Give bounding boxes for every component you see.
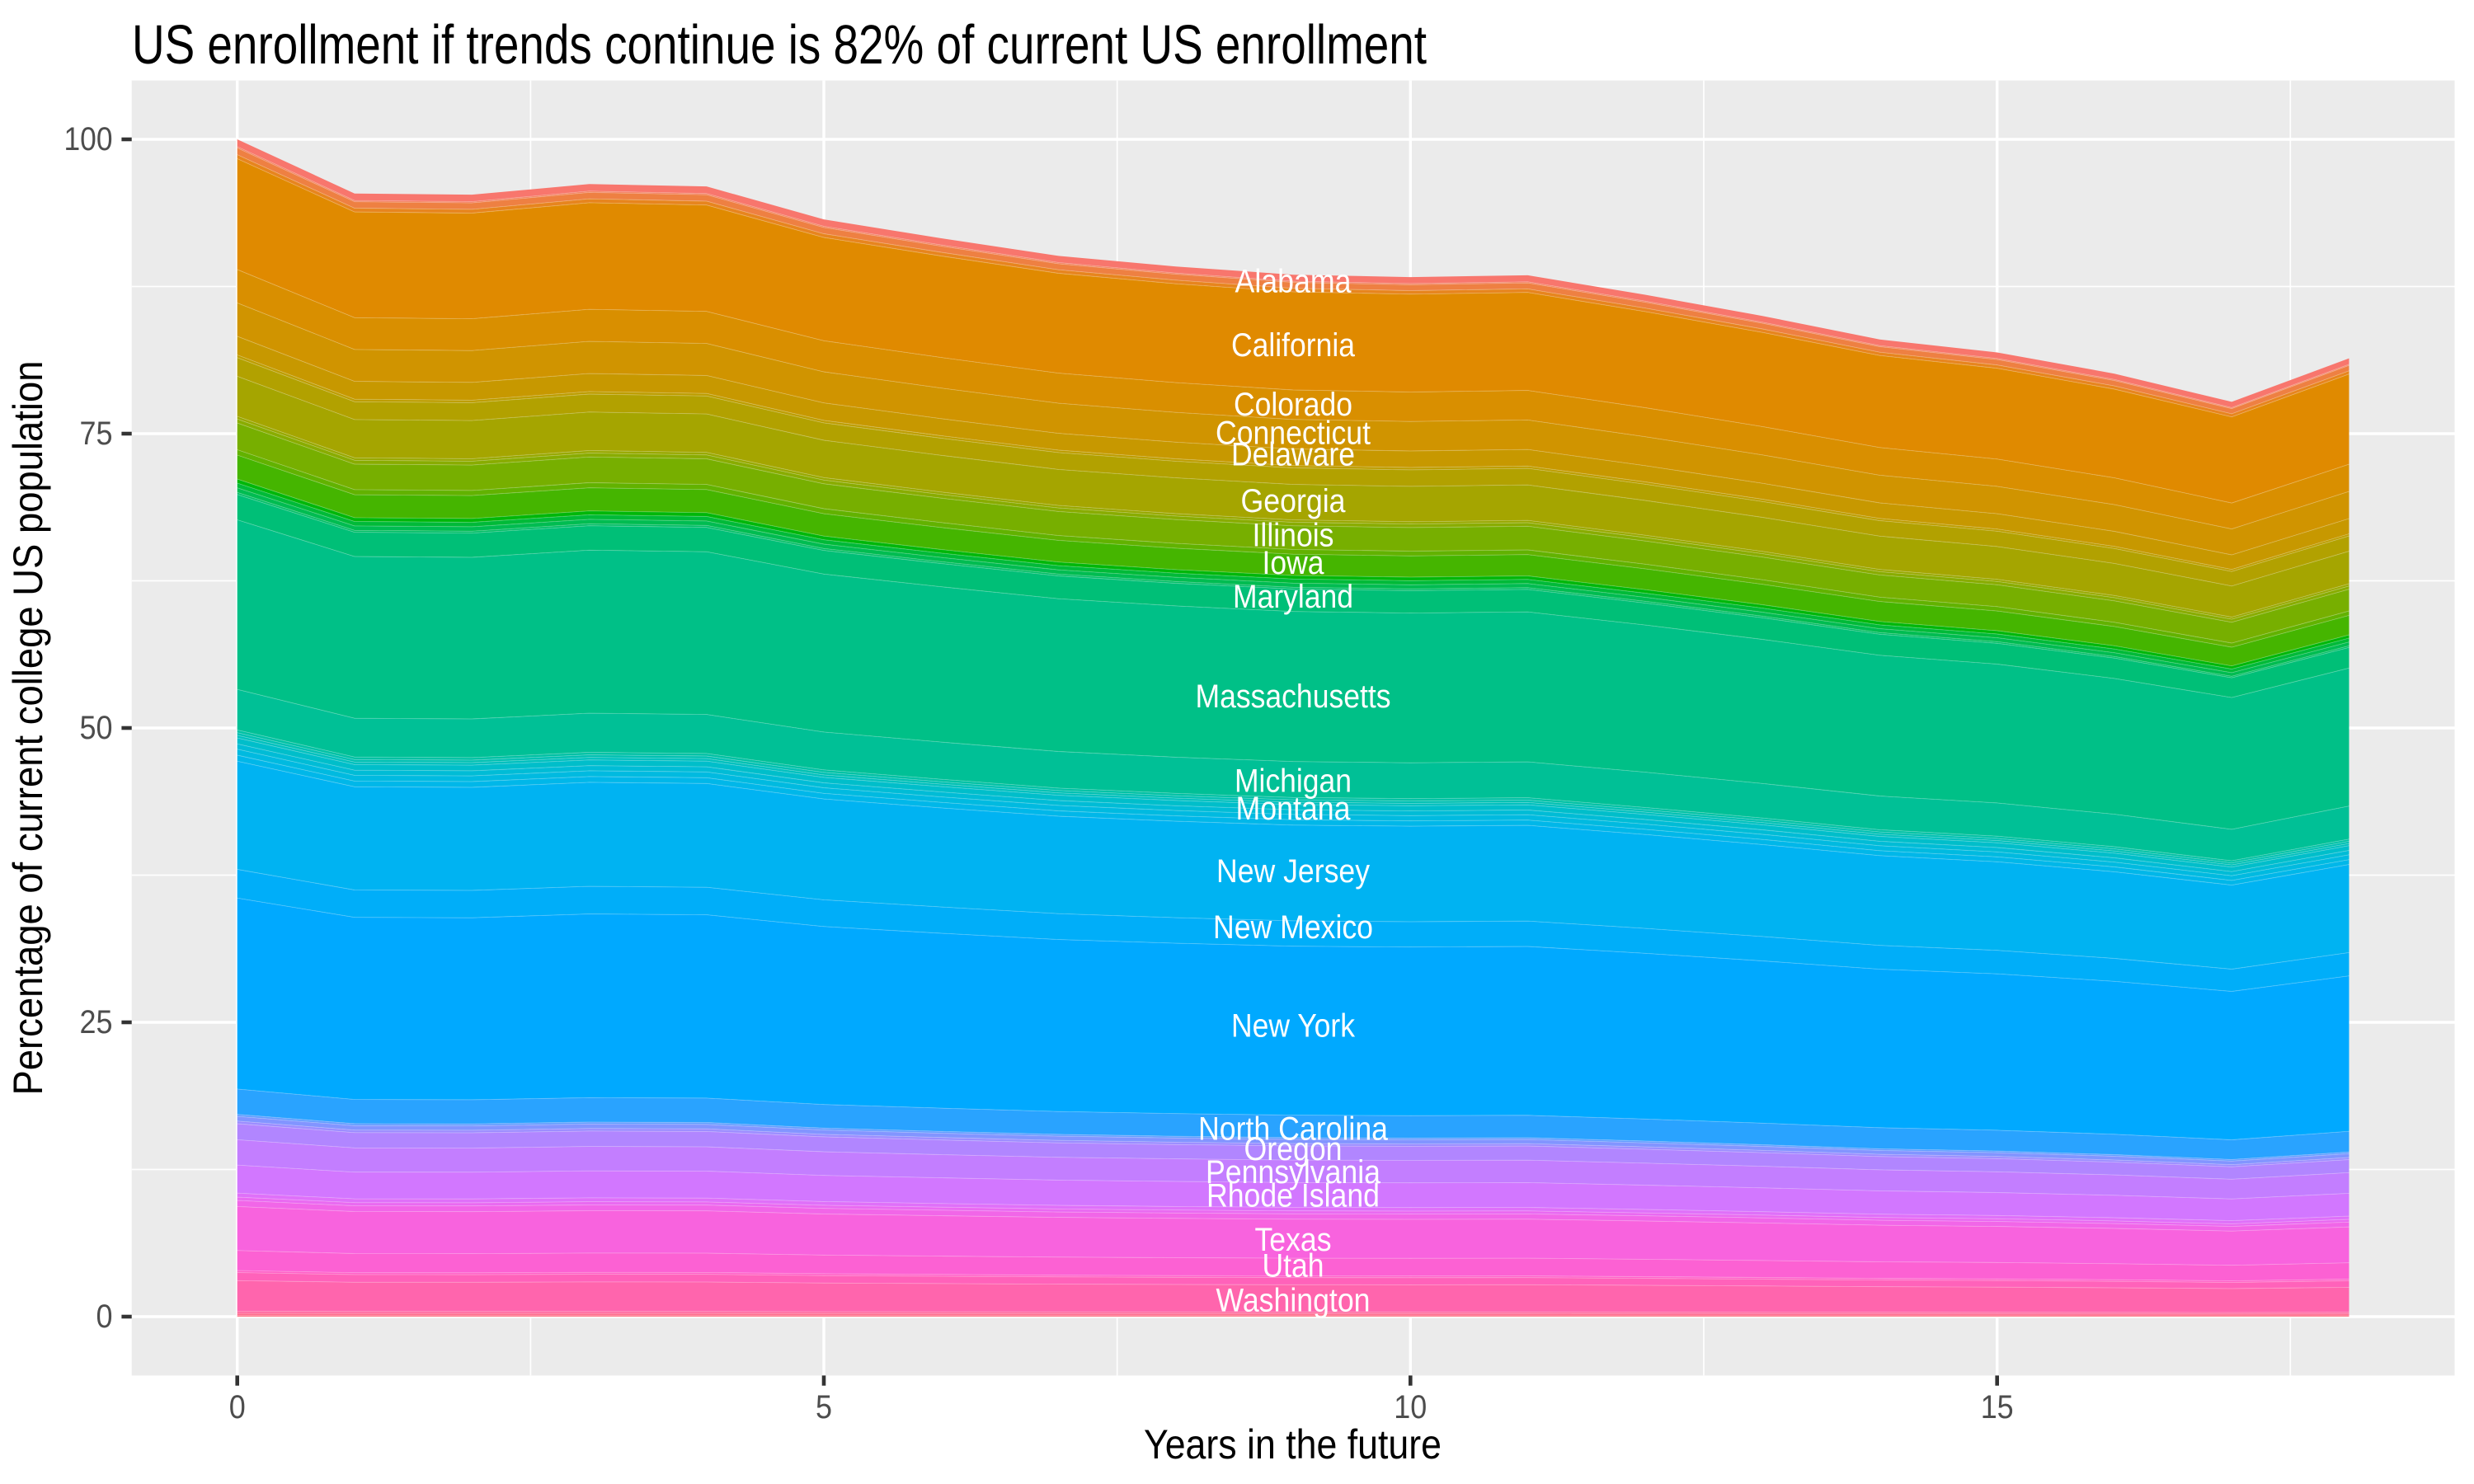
svg-text:Rhode Island: Rhode Island bbox=[1206, 1177, 1380, 1214]
svg-text:Texas: Texas bbox=[1255, 1222, 1332, 1258]
svg-text:15: 15 bbox=[1981, 1389, 2014, 1425]
svg-text:New Mexico: New Mexico bbox=[1213, 909, 1373, 946]
svg-text:Alabama: Alabama bbox=[1235, 264, 1352, 300]
svg-text:0: 0 bbox=[229, 1389, 246, 1425]
svg-text:Pennsylvania: Pennsylvania bbox=[1206, 1154, 1381, 1190]
svg-text:Massachusetts: Massachusetts bbox=[1196, 679, 1391, 715]
svg-text:North Carolina: North Carolina bbox=[1198, 1111, 1389, 1147]
svg-text:Michigan: Michigan bbox=[1235, 763, 1352, 800]
svg-text:Colorado: Colorado bbox=[1234, 387, 1352, 423]
svg-text:Illinois: Illinois bbox=[1253, 518, 1334, 554]
svg-text:0: 0 bbox=[96, 1298, 113, 1335]
svg-text:10: 10 bbox=[1394, 1389, 1427, 1425]
svg-text:100: 100 bbox=[64, 121, 113, 157]
svg-text:Washington: Washington bbox=[1216, 1282, 1371, 1318]
svg-text:50: 50 bbox=[80, 710, 113, 746]
svg-text:Maryland: Maryland bbox=[1233, 579, 1353, 615]
svg-text:Montana: Montana bbox=[1236, 791, 1352, 827]
svg-text:New York: New York bbox=[1231, 1007, 1356, 1044]
svg-text:75: 75 bbox=[80, 416, 113, 452]
svg-text:Connecticut: Connecticut bbox=[1216, 416, 1371, 452]
svg-text:Years in the future: Years in the future bbox=[1144, 1421, 1442, 1468]
svg-text:US enrollment if trends contin: US enrollment if trends continue is 82% … bbox=[132, 14, 1427, 76]
svg-text:Delaware: Delaware bbox=[1231, 437, 1355, 473]
svg-text:California: California bbox=[1231, 327, 1356, 364]
svg-text:New Jersey: New Jersey bbox=[1216, 853, 1370, 890]
svg-text:Oregon: Oregon bbox=[1244, 1131, 1343, 1167]
svg-text:Utah: Utah bbox=[1263, 1247, 1324, 1284]
svg-text:Iowa: Iowa bbox=[1263, 545, 1325, 581]
svg-text:5: 5 bbox=[816, 1389, 832, 1425]
svg-text:25: 25 bbox=[80, 1004, 113, 1040]
svg-text:Georgia: Georgia bbox=[1241, 483, 1347, 519]
svg-text:Percentage of current college: Percentage of current college US populat… bbox=[5, 361, 51, 1096]
